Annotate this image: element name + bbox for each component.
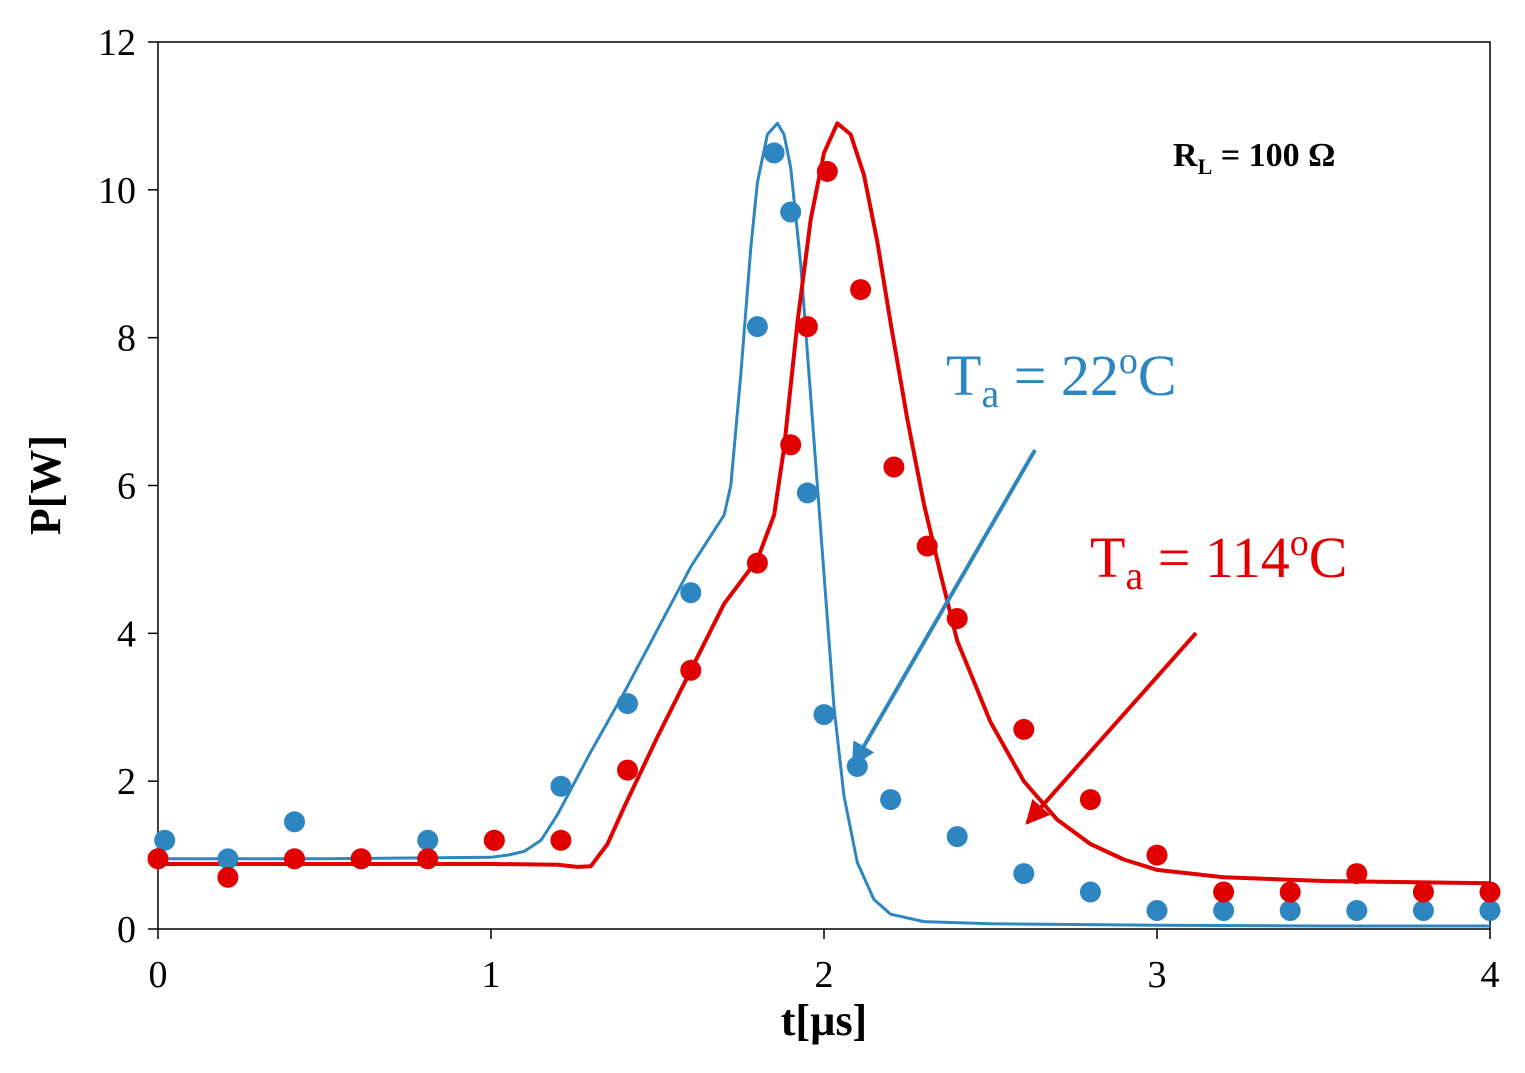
data-point-blue	[1013, 863, 1035, 885]
data-point-red	[483, 829, 505, 851]
cold-temperature-sub: a	[981, 371, 999, 416]
data-point-blue	[763, 142, 785, 164]
data-point-blue	[780, 201, 802, 223]
data-point-red	[1279, 881, 1301, 903]
data-point-blue	[1146, 900, 1168, 921]
cold-temperature-annotation: Ta = 22oC	[946, 340, 1177, 416]
model-line-red	[158, 121, 1491, 886]
x-tick-label: 4	[1481, 954, 1500, 996]
y-tick-label: 6	[117, 466, 136, 508]
cold-temperature-value: = 22	[999, 343, 1119, 408]
y-tick-label: 2	[117, 761, 136, 803]
data-point-red	[946, 608, 968, 629]
data-point-blue	[1412, 900, 1434, 921]
data-point-blue	[880, 789, 902, 811]
data-point-red	[1013, 718, 1035, 740]
data-point-blue	[217, 848, 239, 870]
data-point-blue	[417, 829, 439, 851]
x-tick-label: 2	[815, 954, 834, 996]
data-point-red	[1412, 881, 1434, 903]
data-point-red	[1479, 881, 1501, 903]
data-point-blue	[1213, 900, 1235, 921]
x-tick-label: 1	[482, 954, 501, 996]
hot-temperature-unit: C	[1309, 525, 1348, 590]
data-point-blue	[1079, 881, 1101, 903]
hot-temperature-t: T	[1090, 525, 1125, 590]
data-point-red	[284, 848, 305, 870]
data-point-blue	[796, 482, 818, 504]
load-resistance-r: R	[1173, 137, 1198, 174]
data-point-red	[417, 848, 439, 870]
load-resistance-annotation: RL = 100 Ω	[1173, 137, 1335, 179]
data-point-red	[796, 316, 818, 338]
y-tick-label: 8	[117, 318, 136, 360]
y-tick-label: 10	[98, 170, 136, 212]
hot-temperature-sub: a	[1125, 553, 1143, 598]
x-tick-label: 0	[149, 954, 168, 996]
data-point-blue	[284, 811, 305, 833]
hot-temperature-arrow	[1025, 631, 1198, 825]
cold-temperature-unit: C	[1138, 343, 1177, 408]
data-point-red	[147, 848, 169, 870]
y-axis-ticks: 0 2 4 6 8 10 12	[98, 22, 158, 951]
y-tick-label: 12	[98, 22, 136, 64]
x-tick-label: 3	[1148, 954, 1167, 996]
data-point-red	[916, 535, 938, 557]
model-curves	[158, 121, 1491, 928]
data-point-red	[780, 434, 802, 456]
data-point-blue	[946, 826, 968, 848]
data-point-red	[883, 456, 905, 478]
data-point-blue	[680, 582, 702, 604]
y-tick-label: 4	[117, 613, 136, 655]
data-point-red	[1346, 863, 1368, 885]
model-line-blue	[158, 121, 1490, 928]
data-point-blue	[154, 829, 176, 851]
data-point-red	[1213, 881, 1235, 903]
hot-temperature-degree: o	[1290, 522, 1309, 564]
load-resistance-value: = 100 Ω	[1212, 137, 1335, 174]
data-point-red	[617, 759, 638, 781]
data-point-blue	[550, 775, 572, 797]
data-point-red	[350, 848, 372, 870]
data-point-red	[850, 279, 872, 301]
data-point-blue	[1279, 900, 1301, 921]
load-resistance-sub: L	[1198, 154, 1213, 179]
data-point-blue	[746, 316, 768, 338]
x-axis-ticks: 0 1 2 3 4	[149, 929, 1500, 996]
data-point-blue	[813, 704, 835, 726]
hot-temperature-annotation: Ta = 114oC	[1090, 522, 1347, 598]
data-point-red	[680, 659, 702, 681]
data-point-red	[746, 552, 768, 574]
hot-temperature-value: = 114	[1143, 525, 1290, 590]
data-point-red	[816, 160, 838, 182]
data-point-blue	[1479, 900, 1501, 921]
cold-temperature-arrow	[851, 448, 1037, 768]
data-point-red	[1146, 844, 1168, 866]
x-axis-title: t[µs]	[781, 996, 867, 1045]
data-point-blue	[1346, 900, 1368, 921]
y-tick-label: 0	[117, 909, 136, 951]
data-point-red	[217, 866, 239, 888]
data-point-red	[550, 829, 572, 851]
data-point-blue	[617, 693, 638, 715]
data-point-red	[1079, 789, 1101, 811]
cold-temperature-t: T	[946, 343, 981, 408]
cold-temperature-degree: o	[1119, 340, 1138, 382]
y-axis-title: P[W]	[21, 435, 70, 535]
